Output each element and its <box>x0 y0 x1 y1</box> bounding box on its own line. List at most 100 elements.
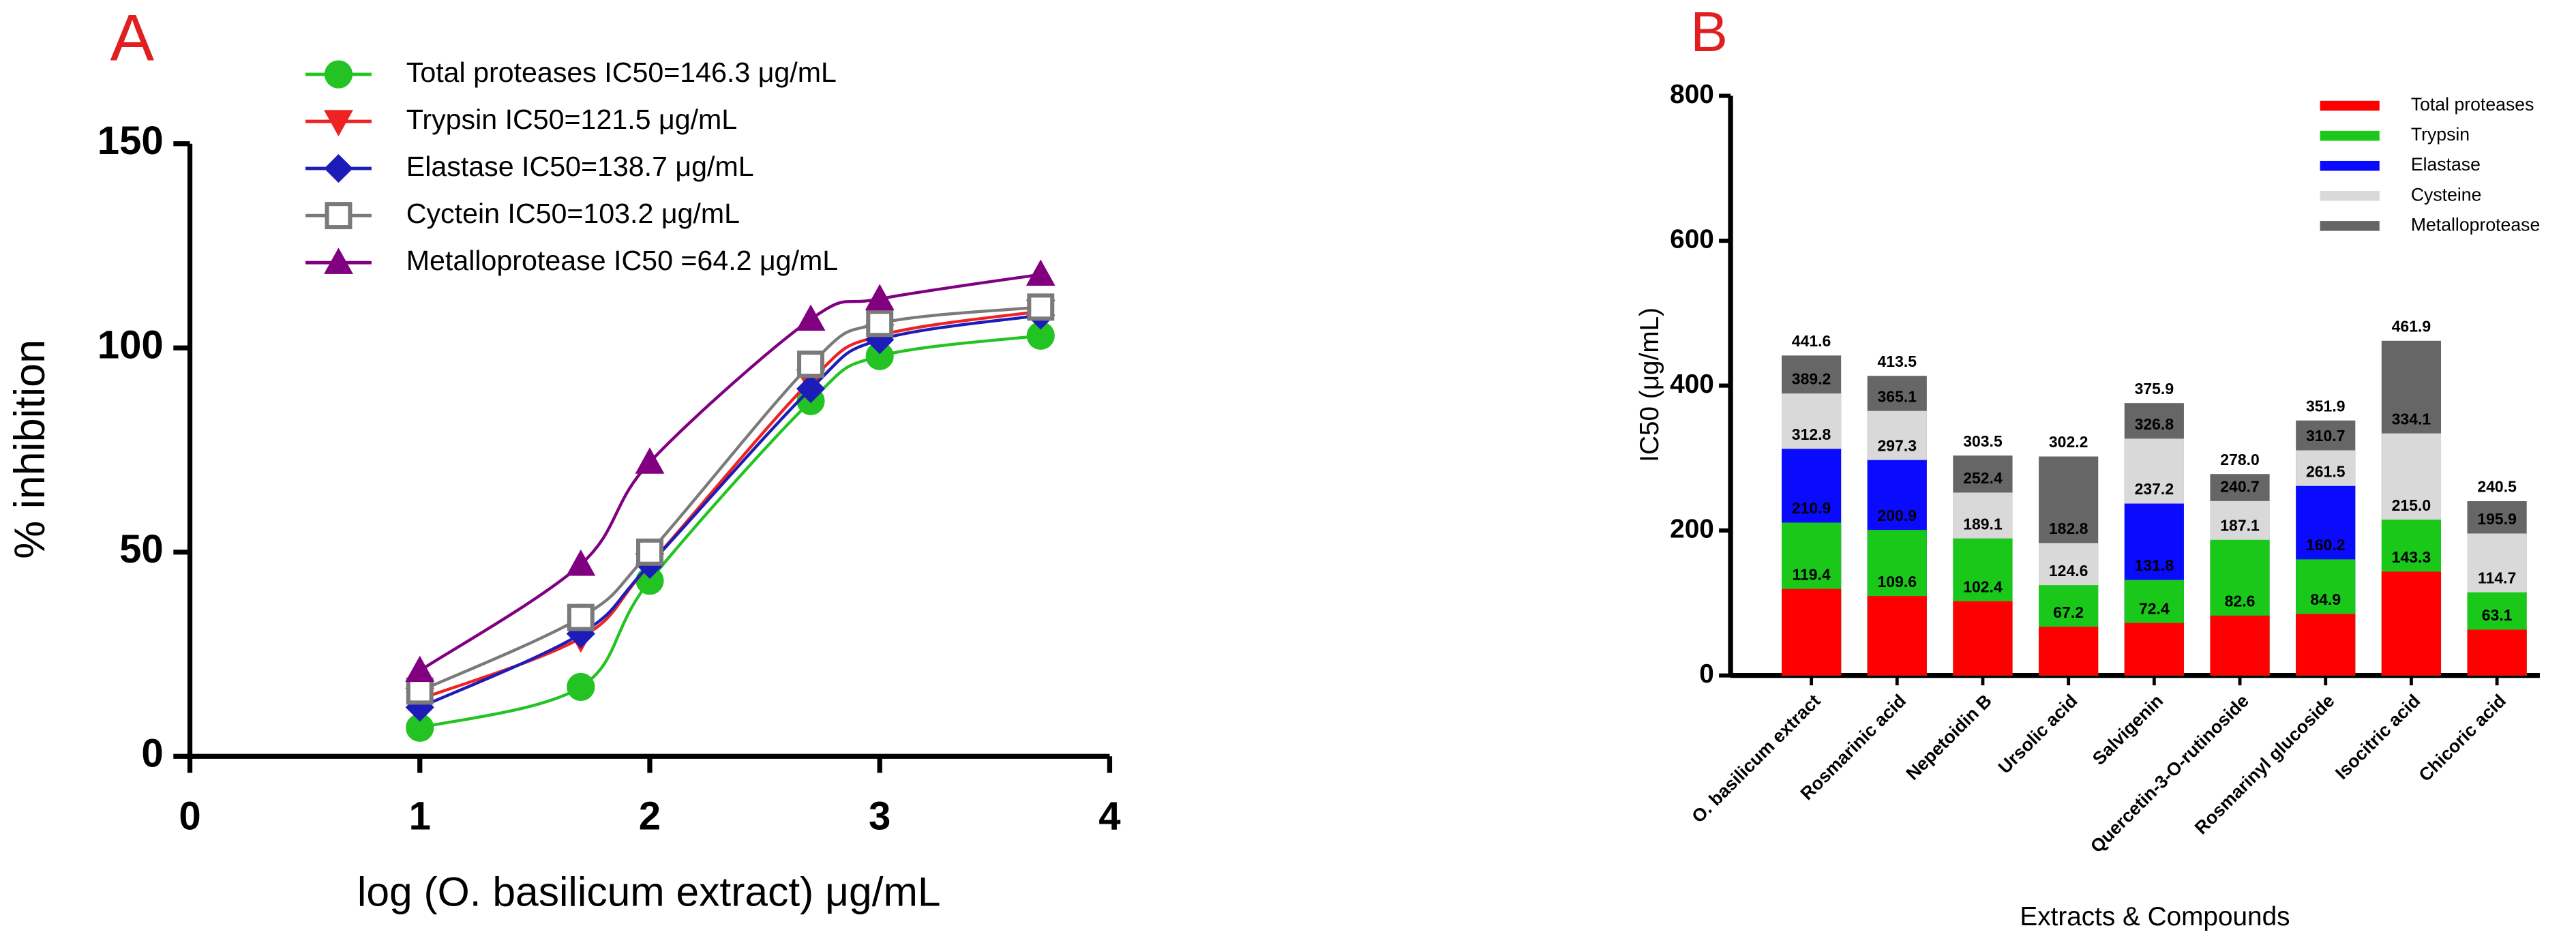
x-axis-title: Extracts & Compounds <box>2020 902 2290 931</box>
marker <box>865 284 895 311</box>
value-label: 375.9 <box>2135 380 2174 398</box>
bar <box>2381 571 2442 676</box>
x-tick-label: Isocitric acid <box>2331 690 2424 783</box>
x-tick-label: 0 <box>179 794 200 839</box>
value-label: 351.9 <box>2306 397 2346 415</box>
series-line <box>419 314 1041 709</box>
y-tick-label: 600 <box>1670 224 1714 254</box>
value-label: 189.1 <box>1963 515 2003 533</box>
x-tick-label: Nepetoidin B <box>1902 690 1996 783</box>
value-label: 461.9 <box>2392 317 2431 335</box>
value-label: 82.6 <box>2225 593 2256 610</box>
value-label: 114.7 <box>2478 569 2516 586</box>
x-tick-label: 1 <box>409 794 431 839</box>
marker <box>324 110 353 136</box>
marker <box>566 549 596 576</box>
bar <box>1781 588 1842 676</box>
value-label: 240.7 <box>2220 478 2260 496</box>
legend-label: Metalloprotease <box>2411 214 2540 235</box>
value-label: 278.0 <box>2220 451 2260 468</box>
legend-label: Total proteases <box>2411 94 2534 115</box>
value-label: 312.8 <box>1792 425 1831 443</box>
panel-label: A <box>110 1 154 75</box>
legend-swatch <box>2320 160 2380 171</box>
value-label: 84.9 <box>2310 590 2341 608</box>
marker <box>325 202 353 230</box>
value-label: 261.5 <box>2306 462 2346 480</box>
legend-swatch <box>2320 130 2380 141</box>
legend-label: Metalloprotease IC50 =64.2 μg/mL <box>406 245 838 276</box>
bar <box>2296 614 2356 676</box>
marker <box>1027 293 1055 321</box>
value-label: 72.4 <box>2139 599 2170 617</box>
bar <box>1867 596 1927 676</box>
value-label: 182.8 <box>2049 520 2088 537</box>
marker <box>406 677 434 705</box>
value-label: 210.9 <box>1792 499 1831 517</box>
x-tick-label: Rosmarinyl glucoside <box>2191 690 2339 838</box>
value-label: 124.6 <box>2049 562 2088 580</box>
value-label: 326.8 <box>2135 415 2174 433</box>
bar <box>2039 627 2099 676</box>
y-axis-title: % inhibition <box>6 340 54 559</box>
marker <box>796 304 826 331</box>
value-label: 195.9 <box>2477 510 2517 528</box>
value-label: 200.9 <box>1877 507 1917 524</box>
value-label: 240.5 <box>2477 478 2517 496</box>
x-tick-label: 3 <box>869 794 890 839</box>
value-label: 119.4 <box>1792 565 1830 583</box>
marker <box>796 374 826 404</box>
legend-swatch <box>2320 221 2380 231</box>
x-tick-label: 2 <box>639 794 661 839</box>
y-tick-label: 0 <box>1699 659 1714 689</box>
y-tick-label: 150 <box>98 119 164 163</box>
legend-label: Elastase IC50=138.7 μg/mL <box>406 151 754 182</box>
x-tick-label: O. basilicum extract <box>1688 690 1824 826</box>
value-label: 215.0 <box>2392 496 2431 514</box>
value-label: 63.1 <box>2482 606 2513 624</box>
legend-label: Cyctein IC50=103.2 μg/mL <box>406 198 740 229</box>
x-tick-label: Chicoric acid <box>2415 690 2510 785</box>
value-label: 413.5 <box>1877 353 1917 370</box>
value-label: 102.4 <box>1963 578 2003 595</box>
value-label: 237.2 <box>2135 480 2174 498</box>
marker <box>567 603 595 631</box>
bar <box>1953 601 2013 676</box>
legend-swatch <box>2320 191 2380 201</box>
value-label: 131.8 <box>2135 556 2174 574</box>
marker <box>567 672 595 702</box>
x-tick-label: Salvigenin <box>2088 690 2167 768</box>
value-label: 303.5 <box>1963 432 2003 450</box>
series-line <box>419 334 1041 730</box>
x-tick-label: Ursolic acid <box>1994 690 2082 777</box>
legend-label: Total proteases IC50=146.3 μg/mL <box>406 57 837 88</box>
marker <box>405 655 435 683</box>
x-tick-label: Quercetin-3-O-rutinoside <box>2086 690 2253 856</box>
value-label: 297.3 <box>1877 436 1917 454</box>
value-label: 365.1 <box>1877 387 1917 405</box>
value-label: 441.6 <box>1792 332 1831 350</box>
y-tick-label: 400 <box>1670 370 1714 399</box>
legend-swatch <box>2320 100 2380 111</box>
y-tick-label: 800 <box>1670 80 1714 109</box>
marker <box>324 248 353 274</box>
marker <box>324 60 353 89</box>
series-line <box>419 273 1041 672</box>
value-label: 187.1 <box>2220 516 2260 534</box>
bar <box>2210 615 2270 676</box>
marker <box>635 447 665 474</box>
marker <box>797 350 825 378</box>
marker <box>1025 259 1055 286</box>
value-label: 143.3 <box>2392 548 2431 566</box>
marker <box>635 538 663 566</box>
legend-label: Trypsin IC50=121.5 μg/mL <box>406 104 737 135</box>
legend-label: Cysteine <box>2411 184 2482 205</box>
value-label: 310.7 <box>2306 427 2346 445</box>
y-tick-label: 50 <box>119 527 164 571</box>
value-label: 252.4 <box>1963 469 2003 487</box>
y-tick-label: 0 <box>141 732 163 776</box>
y-tick-label: 100 <box>98 323 164 368</box>
y-tick-label: 200 <box>1670 514 1714 543</box>
legend-label: Trypsin <box>2411 124 2470 145</box>
